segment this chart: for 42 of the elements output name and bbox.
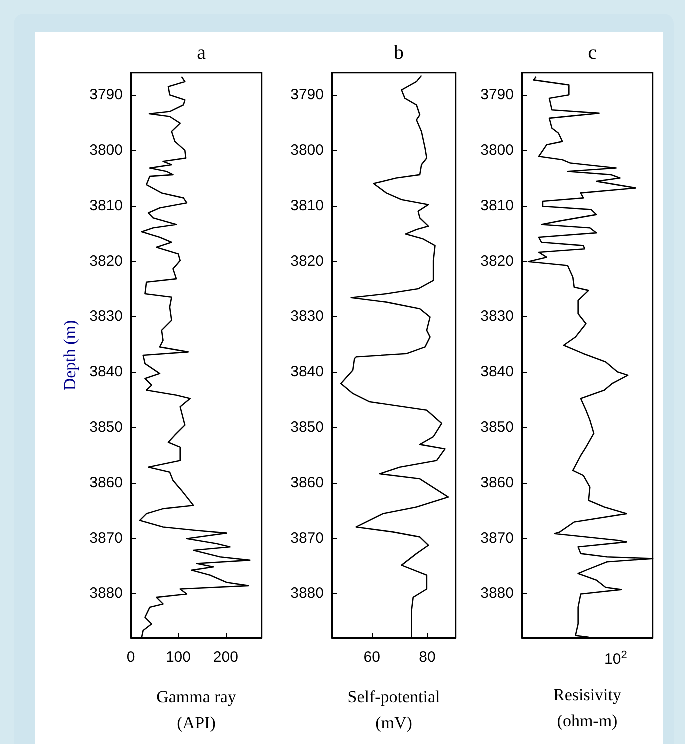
x-tick-label: 60 [364,649,380,666]
y-tick-label: 3790 [90,86,123,104]
y-tick-label: 3800 [480,142,514,160]
y-tick-label: 3880 [90,585,123,602]
y-tick-label: 3840 [90,364,123,381]
y-tick-label: 3860 [90,474,123,492]
y-tick-label: 3790 [290,86,324,104]
y-tick-label: 3830 [90,308,123,326]
y-tick-label: 3820 [90,252,123,270]
y-tick-label: 3880 [290,585,324,602]
y-tick-label: 3810 [90,197,123,214]
x-tick-label: 100 [166,649,191,666]
x-tick-label: 0 [126,649,136,666]
y-tick-label: 3820 [480,252,514,270]
x-axis-title: Gamma ray (API) [156,688,237,732]
y-tick-label: 3870 [290,530,324,547]
y-tick-label: 3850 [480,419,514,436]
y-tick-label: 3850 [290,419,324,436]
x-tick-label: 80 [419,649,436,666]
x-tick-label: 200 [213,649,238,666]
y-tick-label: 3840 [290,364,324,381]
y-tick-label: 3880 [480,585,514,602]
y-tick-label: 3790 [480,86,514,104]
chart-title: c [588,42,598,64]
y-tick-label: 3860 [480,474,514,492]
y-tick-label: 3810 [480,197,514,214]
y-tick-label: 3820 [290,252,324,270]
y-tick-label: 3810 [290,197,324,214]
chart-title: b [394,42,404,64]
chart-title: a [197,42,206,64]
y-tick-label: 3830 [290,308,324,326]
y-tick-label: 3870 [90,530,123,547]
y-tick-label: 3860 [290,474,324,492]
y-tick-label: 3850 [90,419,123,436]
y-tick-label: 3800 [90,142,123,160]
y-tick-label: 3870 [480,530,514,547]
y-tick-label: 3830 [480,308,514,326]
y-axis-title: Depth (m) [60,320,80,391]
y-tick-label: 3840 [480,364,514,381]
x-axis-title: Resisivity (ohm-m) [553,686,622,730]
y-tick-label: 3800 [290,142,324,160]
x-axis-title: Self-potential (mV) [348,688,441,732]
